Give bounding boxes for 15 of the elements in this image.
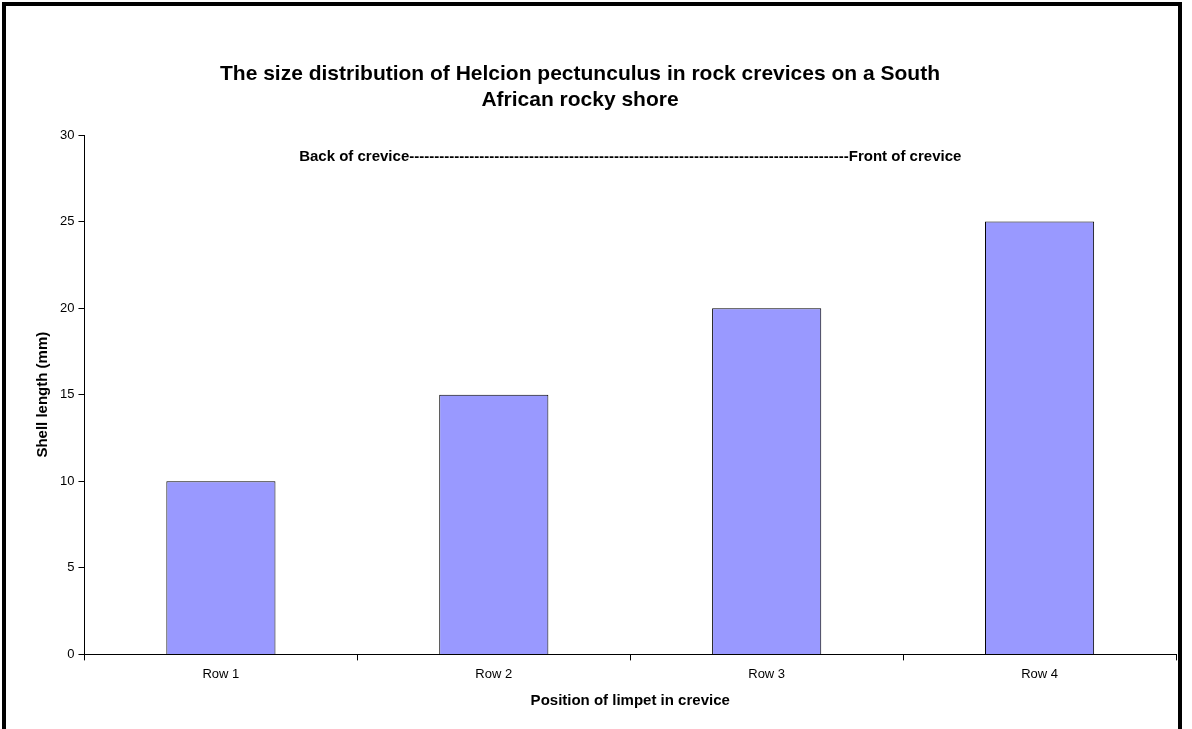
x-tick-label: Row 2 xyxy=(475,665,513,681)
y-tick-label: 0 xyxy=(67,645,75,661)
x-axis-title: Position of limpet in crevice xyxy=(530,691,730,709)
y-axis-title: Shell length (mm) xyxy=(33,331,51,458)
annotation: Back of crevice----------------------------------------------------------------------------------------Front of crevice xyxy=(299,147,962,165)
x-tick-label: Row 4 xyxy=(1021,665,1058,681)
x-tick-label: Row 1 xyxy=(202,665,240,681)
y-tick-label: 25 xyxy=(59,213,75,229)
y-tick-label: 5 xyxy=(67,559,75,575)
y-tick-label: 20 xyxy=(59,299,75,315)
y-tick-label: 10 xyxy=(59,472,75,488)
chart-title: The size distribution of Helcion pectunculus in rock crevices on a South African rocky shore xyxy=(219,60,941,112)
x-tick-label: Row 3 xyxy=(748,665,786,681)
y-tick-label: 15 xyxy=(59,386,75,402)
y-tick-label: 30 xyxy=(59,126,75,142)
